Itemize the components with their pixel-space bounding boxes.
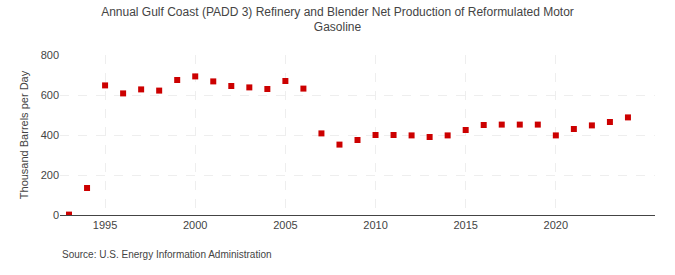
svg-text:200: 200 <box>41 169 59 181</box>
svg-text:Source: U.S. Energy Informatio: Source: U.S. Energy Information Administ… <box>62 249 272 260</box>
svg-text:600: 600 <box>41 89 59 101</box>
svg-text:2000: 2000 <box>183 219 207 231</box>
svg-text:2005: 2005 <box>273 219 297 231</box>
svg-text:800: 800 <box>41 49 59 61</box>
svg-text:2015: 2015 <box>453 219 477 231</box>
svg-text:400: 400 <box>41 129 59 141</box>
svg-text:2010: 2010 <box>363 219 387 231</box>
svg-text:2020: 2020 <box>544 219 568 231</box>
svg-text:Annual Gulf Coast (PADD 3) Ref: Annual Gulf Coast (PADD 3) Refinery and … <box>101 5 574 35</box>
svg-text:0: 0 <box>53 209 59 221</box>
svg-text:1995: 1995 <box>93 219 117 231</box>
svg-text:Thousand Barrels per Day: Thousand Barrels per Day <box>18 70 30 199</box>
